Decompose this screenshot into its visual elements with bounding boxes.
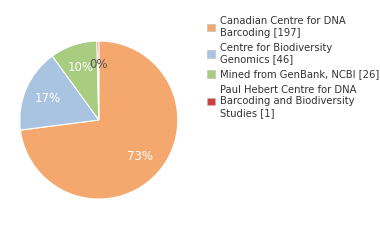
Text: 10%: 10% (68, 61, 94, 74)
Wedge shape (97, 41, 99, 120)
Wedge shape (52, 41, 99, 120)
Wedge shape (21, 41, 178, 199)
Text: 73%: 73% (127, 150, 154, 163)
Legend: Canadian Centre for DNA
Barcoding [197], Centre for Biodiversity
Genomics [46], : Canadian Centre for DNA Barcoding [197],… (207, 16, 379, 118)
Text: 17%: 17% (35, 92, 61, 105)
Text: 0%: 0% (89, 58, 108, 71)
Wedge shape (20, 56, 99, 130)
